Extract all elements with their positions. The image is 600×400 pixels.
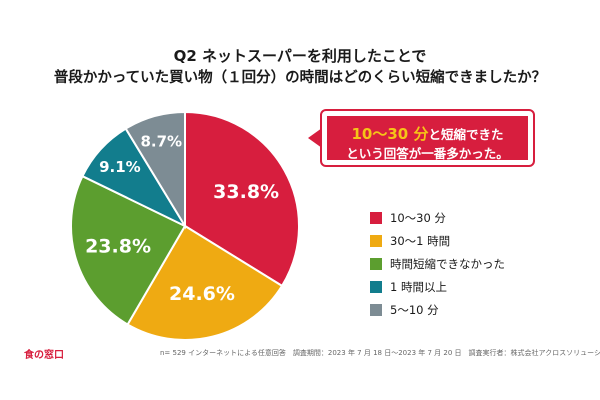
callout-box: 10〜30 分と短縮できた という回答が一番多かった。 [320,109,535,167]
legend-swatch [370,303,382,316]
legend-item: 1 時間以上 [370,275,505,298]
pie-slice [124,110,186,230]
legend-swatch [370,280,382,293]
slice-value-label: 23.8% [85,235,151,257]
brand-logo: 食の窓口 [24,350,64,361]
callout-tail [308,128,322,148]
callout-highlight: 10〜30 分 [351,125,429,143]
legend-label: 30〜1 時間 [390,233,451,248]
survey-note: n= 529 インターネットによる任意回答 調査期間：2023 年 7 月 18… [160,349,600,357]
callout-line1: 10〜30 分と短縮できた [327,123,528,144]
legend-label: 時間短縮できなかった [390,256,505,271]
legend-item: 5〜10 分 [370,298,505,321]
chart-title-line1: Q2 ネットスーパーを利用したことで [173,47,427,65]
callout-line1-rest: と短縮できた [428,127,504,142]
legend-item: 時間短縮できなかった [370,252,505,275]
legend-swatch [370,234,382,247]
pie-slice [184,110,300,288]
legend-item: 10〜30 分 [370,206,505,229]
legend-item: 30〜1 時間 [370,229,505,252]
legend-label: 10〜30 分 [390,210,446,225]
callout-fill: 10〜30 分と短縮できた という回答が一番多かった。 [327,116,528,161]
slice-value-label: 33.8% [213,181,279,203]
legend-swatch [370,211,382,224]
legend-label: 1 時間以上 [390,279,447,294]
slice-value-label: 9.1% [99,158,141,176]
legend-swatch [370,257,382,270]
chart-title-line2: 普段かかっていた買い物（１回分）の時間はどのくらい短縮できましたか？ [53,70,547,86]
callout-line2: という回答が一番多かった。 [346,146,509,161]
slice-value-label: 24.6% [169,283,235,305]
slice-value-label: 8.7% [140,132,182,150]
legend: 10〜30 分 30〜1 時間 時間短縮できなかった 1 時間以上 5〜10 分 [370,206,505,321]
legend-label: 5〜10 分 [390,302,439,317]
pie-slice [126,224,284,341]
